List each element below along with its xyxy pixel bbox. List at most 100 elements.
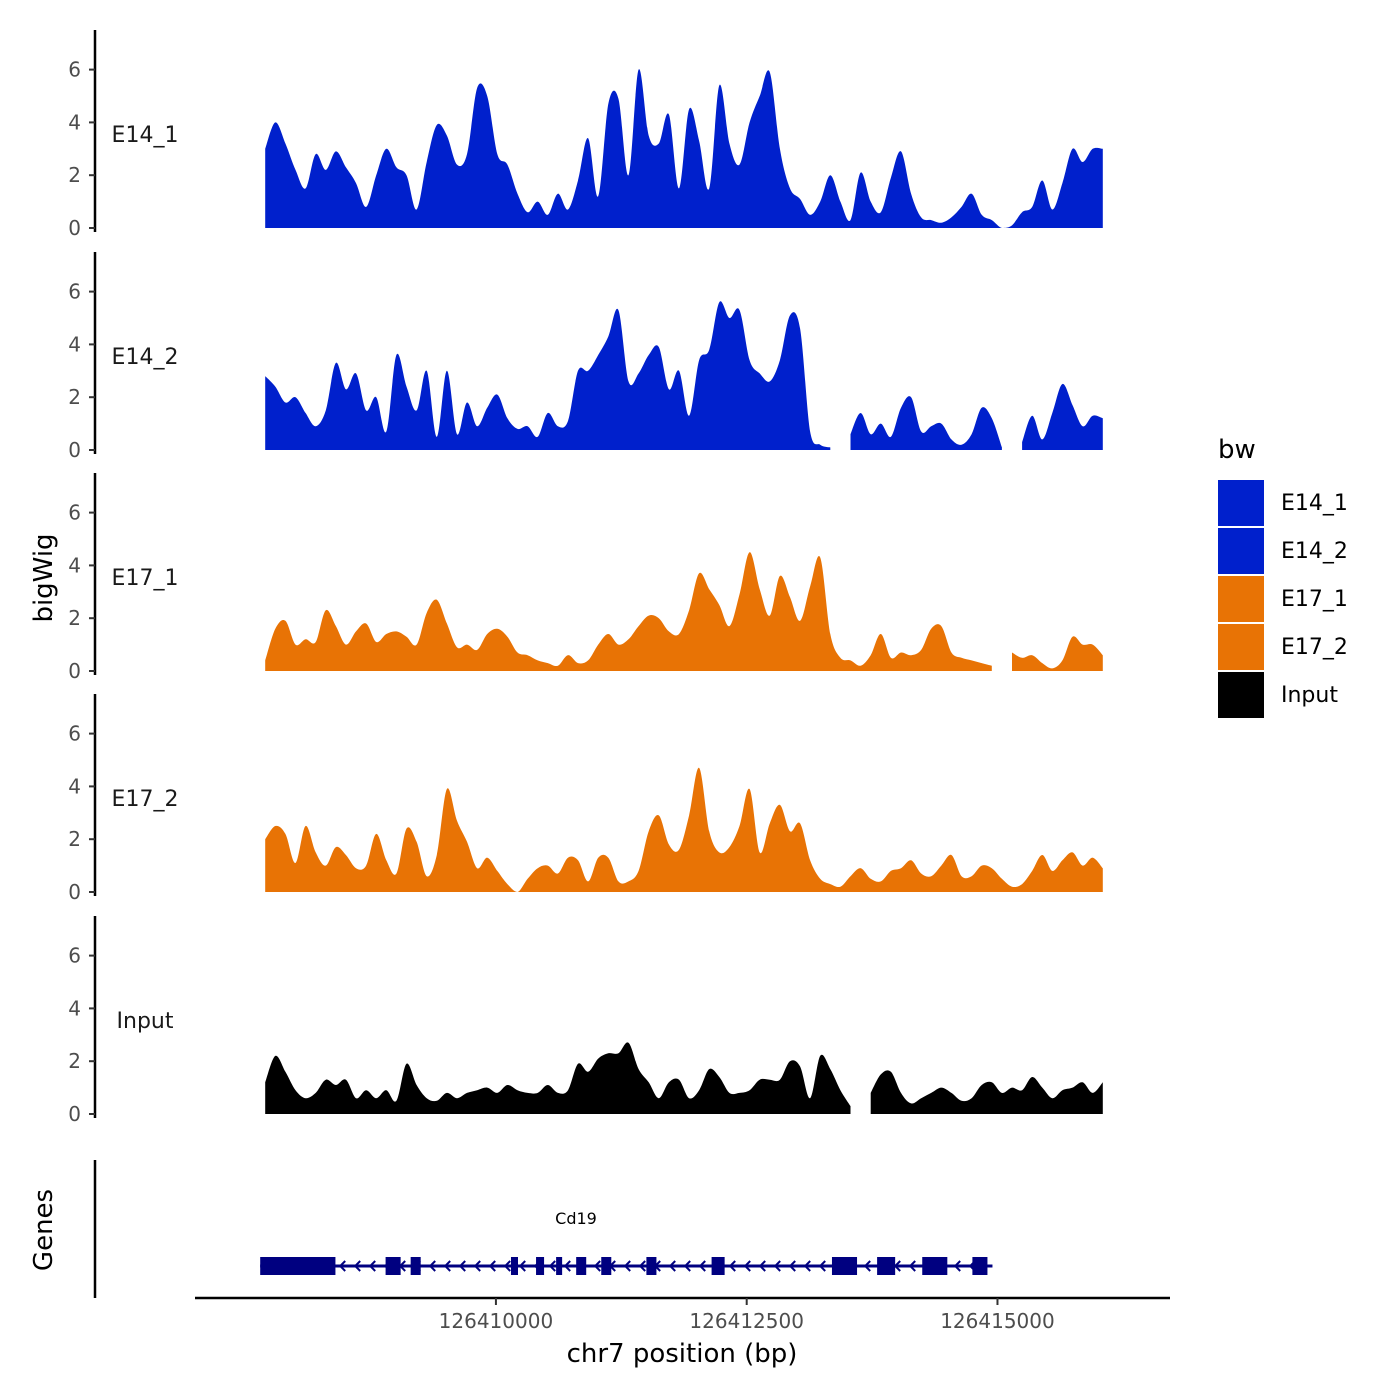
strand-arrow	[773, 1260, 781, 1272]
legend-swatch-E14_1	[1218, 480, 1264, 526]
x-tick-label: 126412500	[689, 1309, 804, 1333]
strand-arrow	[353, 1260, 361, 1272]
strand-arrow	[683, 1260, 691, 1272]
y-tick-label: 2	[68, 1049, 81, 1073]
y-tick-label: 4	[68, 774, 81, 798]
strand-arrow	[818, 1260, 826, 1272]
genes-track-title: Genes	[29, 1189, 59, 1271]
strand-arrow	[728, 1260, 736, 1272]
gene-exon	[536, 1257, 545, 1275]
gene-exon	[922, 1257, 948, 1275]
y-tick-label: 0	[68, 659, 81, 683]
strand-arrow	[788, 1260, 796, 1272]
y-tick-label: 6	[68, 722, 81, 746]
gene-exon	[972, 1257, 988, 1275]
track-E17_2: 0 2 4 6 E17_2	[68, 694, 1103, 904]
legend-label-E17_2: E17_2	[1281, 635, 1348, 660]
y-tick-label: 6	[68, 501, 81, 525]
strand-arrow	[503, 1260, 511, 1272]
strand-arrow	[758, 1260, 766, 1272]
coverage-tracks: 0 2 4 6 E14_1 0 2 4 6 E14_2 0 2 4 6 E17_1 0 2 4 6 E17_2 0 2 4 6…	[68, 30, 1103, 1126]
y-tick-label: 4	[68, 332, 81, 356]
legend-label-E14_1: E14_1	[1281, 491, 1348, 516]
y-tick-label: 0	[68, 216, 81, 240]
strand-arrow	[743, 1260, 751, 1272]
x-axis: 126410000 126412500 126415000	[195, 1296, 1170, 1333]
strand-arrow	[518, 1260, 526, 1272]
strand-arrow	[428, 1260, 436, 1272]
y-tick-label: 6	[68, 280, 81, 304]
y-tick-label: 2	[68, 606, 81, 630]
y-tick-label: 0	[68, 1102, 81, 1126]
y-tick-label: 4	[68, 110, 81, 134]
legend-swatch-Input	[1218, 672, 1264, 718]
strand-arrow	[623, 1260, 631, 1272]
genes-track: Cd19	[93, 1160, 993, 1298]
gene-exon	[711, 1257, 725, 1275]
legend: bw E14_1 E14_2 E17_1 E17_2 Input	[1218, 435, 1348, 718]
gene-exon	[410, 1257, 421, 1275]
strand-arrow	[548, 1260, 556, 1272]
legend-title: bw	[1218, 435, 1256, 465]
track-E14_1: 0 2 4 6 E14_1	[68, 30, 1103, 240]
track-label-E14_1: E14_1	[112, 123, 179, 148]
y-tick-label: 6	[68, 944, 81, 968]
y-tick-label: 6	[68, 58, 81, 82]
gene-label: Cd19	[555, 1209, 597, 1228]
gene-exon	[601, 1257, 612, 1275]
legend-label-Input: Input	[1281, 683, 1338, 708]
track-label-E14_2: E14_2	[112, 345, 179, 370]
strand-arrow	[638, 1260, 646, 1272]
track-E17_1: 0 2 4 6 E17_1	[68, 473, 1103, 683]
gene-exon	[385, 1257, 401, 1275]
gene-exon	[510, 1257, 518, 1275]
y-tick-label: 0	[68, 880, 81, 904]
strand-arrow	[338, 1260, 346, 1272]
track-label-Input: Input	[117, 1009, 174, 1034]
x-tick-label: 126415000	[940, 1309, 1055, 1333]
strand-arrow	[698, 1260, 706, 1272]
coverage-area-Input-part-1	[265, 1042, 851, 1114]
coverage-area-E14_2-part-1	[265, 301, 831, 450]
legend-swatch-E17_1	[1218, 576, 1264, 622]
track-Input: 0 2 4 6 Input	[68, 916, 1103, 1126]
legend-swatch-E17_2	[1218, 624, 1264, 670]
coverage-area-E17_1-part-1	[265, 552, 992, 671]
strand-arrow	[593, 1260, 601, 1272]
y-tick-label: 0	[68, 438, 81, 462]
coverage-area-E14_1	[265, 69, 1103, 228]
gene-exon	[556, 1257, 563, 1275]
coverage-area-Input-part-2	[870, 1070, 1103, 1114]
track-E14_2: 0 2 4 6 E14_2	[68, 252, 1103, 462]
coverage-area-E14_2-part-2	[850, 396, 1002, 450]
gene-exon	[877, 1257, 896, 1275]
strand-arrow	[893, 1260, 901, 1272]
strand-arrow	[863, 1260, 871, 1272]
strand-arrow	[953, 1260, 961, 1272]
legend-swatch-E14_2	[1218, 528, 1264, 574]
y-tick-label: 2	[68, 827, 81, 851]
strand-arrow	[563, 1260, 571, 1272]
legend-label-E17_1: E17_1	[1281, 587, 1348, 612]
strand-arrow	[473, 1260, 481, 1272]
coverage-area-E17_1-part-2	[1012, 636, 1103, 671]
gene-exon	[646, 1257, 657, 1275]
coverage-area-E14_2-part-3	[1022, 383, 1103, 450]
gene-exon	[831, 1257, 858, 1275]
gene-exon	[260, 1257, 336, 1275]
strand-arrow	[368, 1260, 376, 1272]
gene-exon	[576, 1257, 587, 1275]
legend-label-E14_2: E14_2	[1281, 539, 1348, 564]
y-tick-label: 4	[68, 553, 81, 577]
track-label-E17_1: E17_1	[112, 566, 179, 591]
x-axis-title: chr7 position (bp)	[567, 1339, 798, 1369]
strand-arrow	[908, 1260, 916, 1272]
y-tick-label: 2	[68, 385, 81, 409]
y-tick-label: 4	[68, 996, 81, 1020]
strand-arrow	[668, 1260, 676, 1272]
strand-arrow	[458, 1260, 466, 1272]
strand-arrow	[803, 1260, 811, 1272]
y-axis-title: bigWig	[29, 533, 59, 622]
track-label-E17_2: E17_2	[112, 787, 179, 812]
x-tick-label: 126410000	[439, 1309, 554, 1333]
